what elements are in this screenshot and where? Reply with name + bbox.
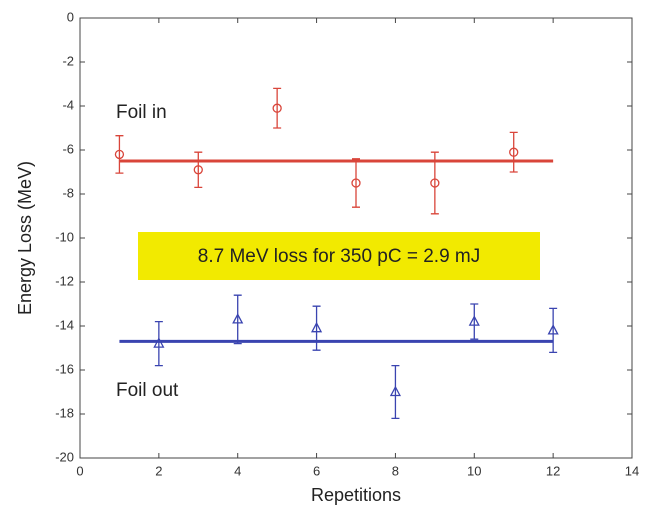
y-tick-label: -6	[62, 141, 74, 156]
error-bar	[549, 307, 558, 354]
y-tick-label: 0	[67, 9, 74, 24]
y-tick-label: -20	[55, 449, 74, 464]
x-tick-label: 4	[234, 463, 241, 478]
point	[430, 178, 440, 188]
y-tick-label: -14	[55, 317, 74, 332]
y-tick-label: -16	[55, 361, 74, 376]
y-tick-label: -4	[62, 97, 74, 112]
point	[351, 178, 361, 188]
error-bar	[391, 364, 400, 420]
x-tick-label: 8	[392, 463, 399, 478]
annotation: 8.7 MeV loss for 350 pC = 2.9 mJ	[198, 246, 481, 267]
point	[153, 337, 165, 348]
x-tick-label: 10	[467, 463, 481, 478]
x-tick-label: 6	[313, 463, 320, 478]
point	[114, 149, 125, 160]
point	[232, 313, 244, 324]
y-tick-label: -10	[55, 229, 74, 244]
point	[272, 103, 282, 113]
series-label: Foil in	[116, 102, 167, 123]
x-tick-label: 0	[76, 463, 83, 478]
y-tick-label: -12	[55, 273, 74, 288]
point	[389, 385, 402, 397]
point	[468, 315, 480, 326]
error-bar	[509, 131, 518, 173]
error-bar	[273, 87, 282, 129]
y-tick-label: -8	[62, 185, 74, 200]
error-bar	[194, 151, 203, 189]
error-bar	[154, 320, 163, 367]
point	[547, 324, 559, 335]
error-bar	[233, 294, 242, 345]
error-bar	[115, 135, 124, 174]
x-tick-label: 14	[625, 463, 639, 478]
y-tick-label: -18	[55, 405, 74, 420]
x-tick-label: 12	[546, 463, 560, 478]
error-bar	[470, 303, 479, 340]
y-tick-label: -2	[62, 53, 74, 68]
annotation-box	[138, 232, 540, 280]
x-axis-label: Repetitions	[311, 485, 401, 505]
error-bar	[430, 151, 439, 215]
series-label: Foil out	[116, 380, 179, 401]
point	[310, 321, 323, 333]
error-bar	[352, 158, 360, 208]
point	[509, 147, 519, 157]
y-axis-label: Energy Loss (MeV)	[15, 161, 35, 315]
point	[193, 165, 203, 175]
error-bar	[312, 305, 321, 351]
x-tick-label: 2	[155, 463, 162, 478]
